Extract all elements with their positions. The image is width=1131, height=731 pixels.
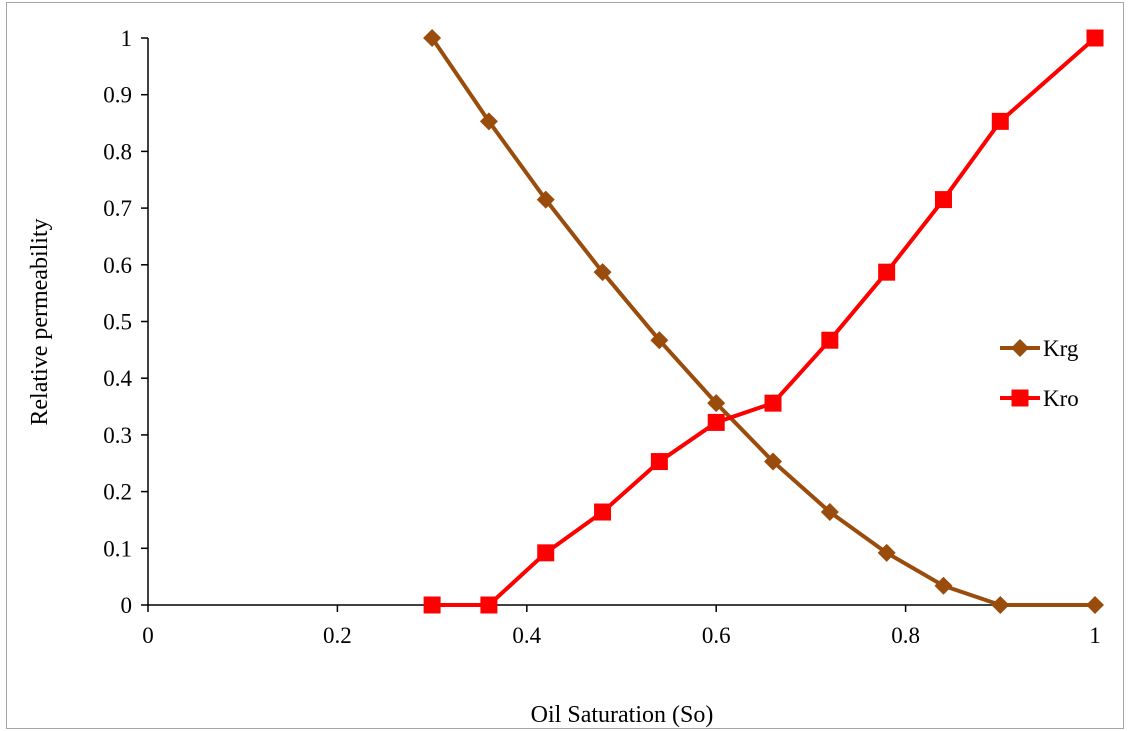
krg-point: [877, 543, 896, 562]
kro-point: [423, 596, 441, 614]
y-tick-label: 0.6: [103, 253, 132, 278]
legend-item-krg: Krg: [1000, 336, 1079, 361]
kro-point: [1086, 29, 1104, 47]
x-tick-label: 0.2: [323, 623, 352, 648]
y-tick-label: 0.1: [103, 536, 132, 561]
krg-point: [1086, 596, 1104, 614]
kro-point: [821, 331, 839, 349]
krg-point: [423, 29, 442, 47]
y-tick-label: 0.2: [103, 480, 132, 505]
krg-line: [430, 36, 1097, 607]
y-tick-label: 0.7: [103, 196, 132, 221]
legend-label-kro: Kro: [1043, 386, 1079, 411]
kro-point: [480, 596, 498, 614]
series-krg: [423, 29, 1104, 614]
legend-swatch-marker: [1011, 339, 1029, 357]
y-tick-label: 0.4: [103, 366, 132, 391]
legend: Krg Kro: [1000, 336, 1079, 411]
chart-frame: [6, 2, 1124, 729]
x-tick-label: 0.8: [891, 623, 920, 648]
kro-point: [537, 544, 555, 562]
series-kro: [423, 29, 1104, 614]
kro-point: [878, 263, 896, 281]
series: [423, 29, 1104, 614]
krg-point: [991, 596, 1010, 614]
x-tick-label: 1: [1089, 623, 1101, 648]
kro-line: [430, 36, 1097, 607]
krg-point: [764, 452, 783, 471]
x-tick-label: 0: [142, 623, 154, 648]
kro-point: [934, 191, 952, 209]
legend-swatch-marker: [1011, 389, 1029, 407]
krg-point: [707, 394, 726, 413]
kro-point: [707, 413, 725, 431]
krg-point: [479, 112, 498, 131]
y-tick-label: 1: [121, 26, 133, 51]
x-tick-label: 0.6: [702, 623, 731, 648]
y-tick-label: 0.8: [103, 139, 132, 164]
axes: 0 0.1 0.2 0.3 0.4 0.5 0.6 0.7 0.8 0.9 1 0 0.2 0.4 0.6 0…: [103, 26, 1101, 648]
y-tick-label: 0: [121, 593, 133, 618]
krg-point: [593, 263, 612, 282]
y-axis-title: Relative permeability: [27, 218, 53, 425]
krg-point: [820, 503, 839, 522]
kro-point: [991, 112, 1009, 130]
kro-point: [764, 394, 782, 412]
krg-point: [934, 576, 953, 595]
krg-point: [650, 331, 669, 350]
y-tick-label: 0.5: [103, 310, 132, 335]
kro-point: [594, 503, 612, 521]
krg-point: [536, 190, 555, 209]
y-tick-label: 0.3: [103, 423, 132, 448]
legend-label-krg: Krg: [1043, 336, 1079, 361]
legend-item-kro: Kro: [1000, 386, 1079, 411]
y-tick-label: 0.9: [103, 83, 132, 108]
x-axis-title: Oil Saturation (So): [531, 702, 714, 728]
x-tick-label: 0.4: [512, 623, 541, 648]
kro-point: [650, 453, 668, 471]
